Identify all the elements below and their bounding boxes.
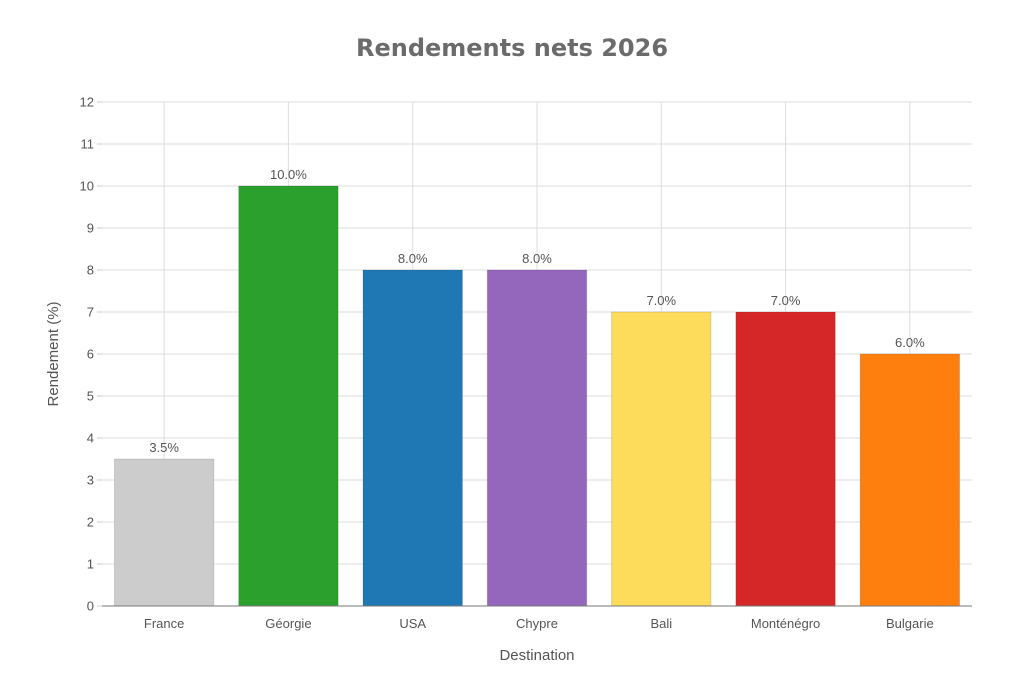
x-tick-label: Bali	[650, 616, 672, 631]
bar-chypre	[486, 269, 588, 607]
labels-layer: 3.5% France 10.0% Géorgie 8.0% USA 8.0% Chypre 7…	[144, 167, 934, 631]
x-tick-label: USA	[399, 616, 426, 631]
y-axis-title: Rendement (%)	[45, 301, 62, 406]
y-tick-label: 6	[87, 347, 94, 362]
x-tick-label: Chypre	[516, 616, 558, 631]
bar-bulgarie	[859, 353, 961, 607]
bar-bali	[611, 311, 712, 607]
x-tick-label: Géorgie	[265, 616, 311, 631]
bar-monténégro	[735, 311, 836, 607]
y-tick-label: 3	[87, 473, 94, 488]
data-label: 7.0%	[771, 293, 801, 308]
y-tick-label: 8	[87, 263, 94, 278]
bar-géorgie	[238, 185, 339, 607]
data-label: 10.0%	[270, 167, 307, 182]
y-tick-label: 10	[80, 179, 94, 194]
x-tick-label: France	[144, 616, 184, 631]
y-tick-label: 0	[87, 599, 94, 614]
y-tick-label: 7	[87, 305, 94, 320]
chart-title: Rendements nets 2026	[355, 34, 669, 62]
x-axis-title: Destination	[499, 647, 574, 664]
y-tick-label: 1	[87, 557, 94, 572]
y-tick-label: 11	[81, 137, 95, 152]
data-label: 7.0%	[646, 293, 676, 308]
x-tick-label: Bulgarie	[886, 616, 934, 631]
y-tick-label: 5	[87, 389, 94, 404]
bars-layer	[113, 185, 961, 607]
data-label: 6.0%	[895, 335, 925, 350]
data-label: 8.0%	[398, 251, 428, 266]
data-label: 8.0%	[522, 251, 552, 266]
y-tick-label: 12	[80, 95, 94, 110]
y-tick-label: 2	[87, 515, 94, 530]
bar-usa	[362, 269, 463, 607]
x-tick-label: Monténégro	[751, 616, 820, 631]
y-tick-label: 4	[87, 431, 94, 446]
y-tick-label: 9	[87, 221, 94, 236]
data-label: 3.5%	[149, 440, 179, 455]
bar-france	[113, 458, 215, 607]
